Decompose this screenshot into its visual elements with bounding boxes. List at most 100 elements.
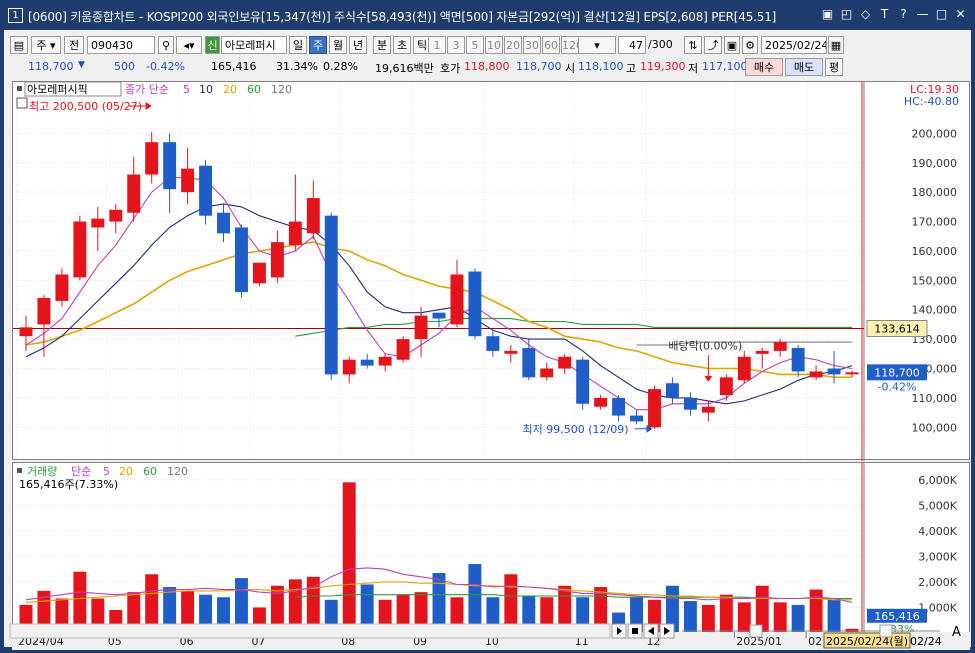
- search-icon[interactable]: ⚲: [158, 36, 174, 54]
- dividend-label: 배당락(0.00%): [668, 339, 742, 352]
- candle-body: [450, 274, 464, 325]
- interval-tab[interactable]: 일: [289, 36, 307, 54]
- dividend-arrowhead: [704, 375, 713, 382]
- pin-icon[interactable]: ◇: [860, 7, 871, 21]
- price-panel[interactable]: 100,000 110,000 120,000 130,000 140,000 150,0…: [12, 81, 971, 461]
- vol-y-tick-label: 2,000K: [918, 576, 957, 589]
- interval-tab[interactable]: 초: [393, 36, 411, 54]
- interval-tab[interactable]: 월: [329, 36, 347, 54]
- calendar-icon[interactable]: ▦: [828, 36, 844, 54]
- vol-ma-ma5: [25, 567, 853, 603]
- volume-bar: [288, 579, 302, 633]
- title-bar: 1 [0600] 키움종합차트 - KOSPI200 외국인보유[15,347(…: [0, 0, 975, 30]
- quote-amount: 19,616백만: [375, 62, 434, 75]
- hc-label: HC:-40.80: [904, 95, 959, 108]
- font-icon[interactable]: T: [880, 7, 889, 21]
- volume-bar: [414, 592, 428, 633]
- period-number-button[interactable]: 5: [466, 36, 484, 54]
- rewind-glyph: [648, 627, 654, 635]
- compare-icon[interactable]: ⇅: [684, 36, 702, 54]
- max-label: 최고 200,500 (05/27): [29, 100, 142, 113]
- trend-icon[interactable]: ⤴: [704, 36, 722, 54]
- close-icon[interactable]: ✕: [955, 7, 966, 21]
- quote-bid: 118,700: [516, 60, 562, 73]
- candle-body: [217, 212, 230, 234]
- buy-button[interactable]: 매수: [745, 58, 783, 76]
- period-number-button[interactable]: 1: [428, 36, 446, 54]
- candle-body: [235, 227, 248, 293]
- code-input[interactable]: 090430: [87, 36, 155, 54]
- cur-price-label: 118,700: [874, 366, 920, 379]
- link-icon[interactable]: ▣: [821, 7, 834, 21]
- period-number-button[interactable]: 60: [542, 36, 560, 54]
- candle-body: [378, 356, 392, 366]
- price-chart[interactable]: 100,000110,000120,000130,000140,000150,0…: [13, 81, 971, 461]
- quote-open: 118,100: [578, 60, 624, 73]
- quote-bar: 118,700 ▼ 500 -0.42% 165,416 31.34% 0.28…: [4, 57, 971, 77]
- legend-ma-period: 10: [199, 83, 213, 96]
- y-tick-label: 140,000: [912, 304, 958, 317]
- legend-name: 아모레퍼시픽: [27, 83, 88, 96]
- ma-line-ma20: [25, 241, 852, 379]
- sell-button[interactable]: 매도: [785, 58, 823, 76]
- window-controls: ▣ ◰ ◇ T ? — □ ✕: [821, 7, 967, 21]
- quote-open-label: 시: [565, 62, 576, 75]
- period-select[interactable]: 주 ▾: [31, 36, 61, 54]
- window-title: [0600] 키움종합차트 - KOSPI200 외국인보유[15,347(천)…: [28, 10, 777, 24]
- period-number-button[interactable]: 20: [504, 36, 522, 54]
- stock-name-field[interactable]: 아모레퍼시: [221, 36, 287, 54]
- speaker-icon[interactable]: ◂▾: [176, 36, 202, 54]
- interval-tab[interactable]: 주: [309, 36, 327, 54]
- candle-body: [414, 315, 428, 340]
- volume-bar: [73, 571, 87, 633]
- candle-body: [468, 271, 482, 337]
- help-icon[interactable]: ?: [900, 7, 907, 21]
- ma-line-ma120: [636, 341, 852, 346]
- interval-tab[interactable]: 틱: [413, 36, 431, 54]
- candle-body: [19, 327, 33, 337]
- vol-cur-box: [867, 608, 927, 623]
- period-number-button[interactable]: 120: [561, 36, 579, 54]
- quote-low: 117,100: [702, 60, 748, 73]
- quote-volume: 165,416: [211, 60, 257, 73]
- vol-legend-name: 거래량: [27, 465, 57, 478]
- interval-tab[interactable]: 분: [373, 36, 391, 54]
- stop-glyph: [632, 628, 638, 634]
- candle-body: [432, 312, 446, 319]
- bottom-controls: A: [9, 623, 961, 640]
- min-arrowhead: [646, 424, 653, 433]
- candle-body: [827, 368, 841, 375]
- count-input[interactable]: 47: [618, 36, 646, 54]
- period-number-button[interactable]: 10: [485, 36, 503, 54]
- candle-body: [683, 397, 697, 410]
- vol-current-label: 165,416주(7.33%): [19, 478, 118, 491]
- date-input[interactable]: 2025/02/24: [761, 36, 827, 54]
- prev-button[interactable]: 전: [64, 36, 84, 54]
- minimize-icon[interactable]: —: [916, 7, 929, 21]
- volume-bar: [145, 574, 159, 633]
- ref-price-label: 133,614: [874, 323, 920, 336]
- candle-body: [504, 350, 518, 354]
- y-tick-label: 170,000: [912, 216, 958, 229]
- volume-bar: [235, 578, 248, 633]
- candle-body: [630, 415, 643, 422]
- avg-button[interactable]: 평: [825, 58, 843, 76]
- menu-icon[interactable]: ▤: [10, 36, 28, 54]
- volume-bar: [342, 482, 356, 633]
- candle-body: [306, 198, 320, 234]
- period-number-button[interactable]: 3: [447, 36, 465, 54]
- period-number-button[interactable]: 30: [523, 36, 541, 54]
- volume-bar: [127, 592, 141, 633]
- layout-icon[interactable]: ◰: [840, 7, 853, 21]
- volume-bar: [181, 590, 195, 633]
- maximize-icon[interactable]: □: [935, 7, 948, 21]
- save-icon[interactable]: ▣: [724, 36, 740, 54]
- scrollbar-track: [9, 623, 611, 639]
- quote-vol-ratio: 31.34%: [276, 60, 318, 73]
- gear-icon[interactable]: ⚙: [742, 36, 758, 54]
- x-end-label: 02/24: [910, 635, 942, 648]
- tab-number[interactable]: 1: [8, 8, 23, 23]
- count-select[interactable]: ▾: [578, 36, 616, 54]
- volume-bar: [701, 604, 715, 633]
- interval-tab[interactable]: 년: [349, 36, 367, 54]
